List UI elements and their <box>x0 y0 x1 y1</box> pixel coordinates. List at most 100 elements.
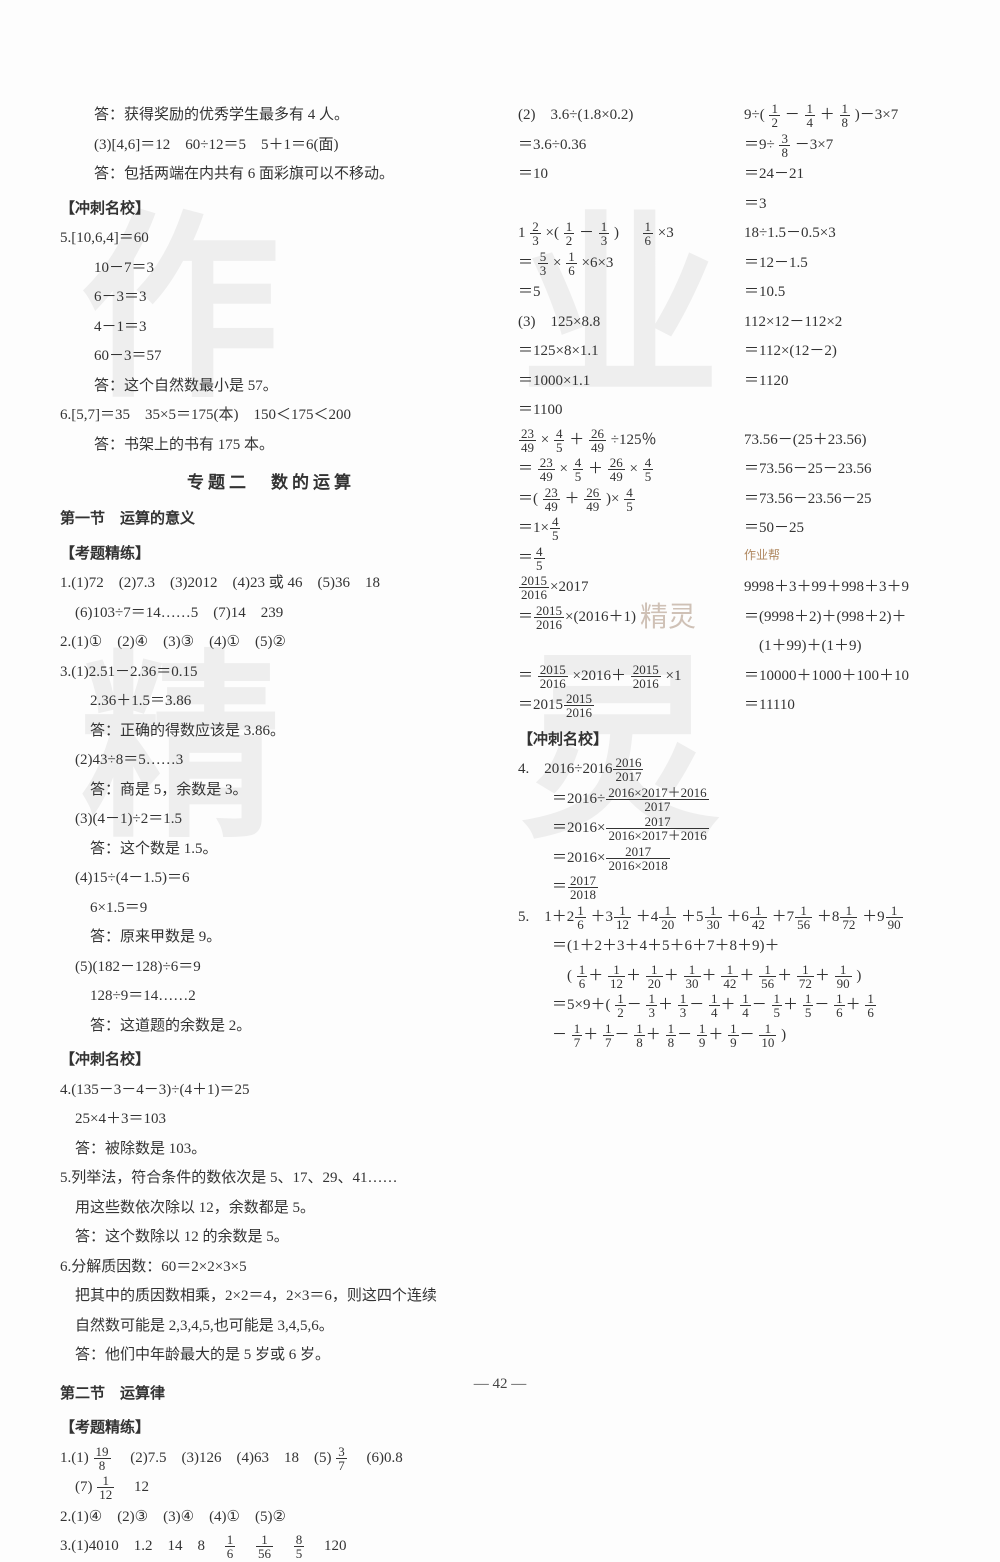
eq: ＝(1＋2＋3＋4＋5＋6＋7＋8＋9)＋ <box>518 932 940 961</box>
text-line: 答：商是 5，余数是 3。 <box>60 776 482 805</box>
text-line: 答：正确的得数应该是 3.86。 <box>60 717 482 746</box>
equation-row: ＝125×8×1.1 ＝112×(12－2) <box>518 337 940 366</box>
text-line: (3)[4,6]＝12 60÷12＝5 5＋1＝6(面) <box>60 131 482 160</box>
text-line: 2.36＋1.5＝3.86 <box>60 687 482 716</box>
text-line: 答：这个自然数最小是 57。 <box>60 372 482 401</box>
left-column: 答：获得奖励的优秀学生最多有 4 人。 (3)[4,6]＝12 60÷12＝5 … <box>60 100 482 1562</box>
equation-row: ＝ 20152016 ×2016＋ 20152016 ×1 ＝10000＋100… <box>518 662 940 691</box>
text-line: 2.(1)④ (2)③ (3)④ (4)① (5)② <box>60 1503 482 1532</box>
eq: ＝1100 <box>518 396 940 425</box>
text-line: 2.(1)① (2)④ (3)③ (4)① (5)② <box>60 628 482 657</box>
equation-row: ＝1000×1.1 ＝1120 <box>518 367 940 396</box>
fraction: 85 <box>294 1533 305 1560</box>
eq: － 17＋ 17－ 18＋ 18－ 19＋ 19－ 110 ) <box>518 1021 940 1050</box>
section-heading: 第一节 运算的意义 <box>60 505 482 534</box>
hint: 作业帮 <box>744 544 940 573</box>
eq: ＝20172018 <box>518 873 940 902</box>
section-heading: 【考题精练】 <box>60 540 482 569</box>
equation-row: ＝201520152016 ＝11110 <box>518 691 940 720</box>
eq: ＝5×9＋( 12－ 13＋ 13－ 14＋ 14－ 15＋ 15－ 16＋ 1… <box>518 991 940 1020</box>
eq: ＝20152016×(2016＋1) <box>518 603 714 632</box>
eq: (2) 3.6÷(1.8×0.2) <box>518 101 714 130</box>
txt: 3.(1)4010 1.2 14 8 <box>60 1538 220 1554</box>
eq: ( 16＋ 112＋ 120＋ 130＋ 142＋ 156＋ 172＋ 190 … <box>518 962 940 991</box>
equation-row: ＝( 2349 ＋ 2649 )× 45 ＝73.56－23.56－25 <box>518 485 940 514</box>
txt: 12 <box>119 1479 149 1495</box>
eq: 112×12－112×2 <box>744 308 940 337</box>
text-line: 10－7＝3 <box>60 254 482 283</box>
eq: ＝10000＋1000＋100＋10 <box>744 662 940 691</box>
eq: 9÷( 12 － 14 ＋ 18 )－3×7 <box>744 101 940 130</box>
text-line: 答：他们中年龄最大的是 5 岁或 6 岁。 <box>60 1341 482 1370</box>
fraction: 37 <box>336 1445 347 1472</box>
text-line: 25×4＋3＝103 <box>60 1105 482 1134</box>
eq: ＝(9998＋2)＋(998＋2)＋ <box>744 603 940 632</box>
equation-row: (2) 3.6÷(1.8×0.2) 9÷( 12 － 14 ＋ 18 )－3×7 <box>518 101 940 130</box>
eq: 20152016×2017 <box>518 573 714 602</box>
equation-row: (3) 125×8.8112×12－112×2 <box>518 308 940 337</box>
eq: ＝125×8×1.1 <box>518 337 714 366</box>
eq: ＝73.56－25－23.56 <box>744 455 940 484</box>
equation-row: ＝5 ＝10.5 <box>518 278 940 307</box>
text-line: 128÷9＝14……2 <box>60 982 482 1011</box>
eq: ＝2016×20172016×2018 <box>518 844 940 873</box>
text-line: 6.[5,7]＝35 35×5＝175(本) 150＜175＜200 <box>60 401 482 430</box>
text-line: 答：这个数除以 12 的余数是 5。 <box>60 1223 482 1252</box>
section-heading: 【考题精练】 <box>60 1414 482 1443</box>
text-line: 6.分解质因数：60＝2×2×3×5 <box>60 1253 482 1282</box>
txt: (2)7.5 (3)126 (4)63 18 (5) <box>115 1450 331 1466</box>
text-line: 答：这个数是 1.5。 <box>60 835 482 864</box>
eq: ＝50－25 <box>744 514 940 543</box>
section-heading: 【冲刺名校】 <box>60 1046 482 1075</box>
text-line: 5.列举法，符合条件的数依次是 5、17、29、41…… <box>60 1164 482 1193</box>
text-line: (5)(182－128)÷6＝9 <box>60 953 482 982</box>
eq: ＝ 2349 × 45 ＋ 2649 × 45 <box>518 455 714 484</box>
text-line: 3.(1)2.51－2.36＝0.15 <box>60 658 482 687</box>
eq: 18÷1.5－0.5×3 <box>744 219 940 248</box>
eq: (1＋99)＋(1＋9) <box>744 632 940 661</box>
eq: ＝10 <box>518 160 714 189</box>
two-column-layout: 答：获得奖励的优秀学生最多有 4 人。 (3)[4,6]＝12 60÷12＝5 … <box>60 100 940 1562</box>
eq: ＝10.5 <box>744 278 940 307</box>
eq: ＝24－21 <box>744 160 940 189</box>
text-line: 答：包括两端在内共有 6 面彩旗可以不移动。 <box>60 160 482 189</box>
text-line: 4.(135－3－4－3)÷(4＋1)＝25 <box>60 1076 482 1105</box>
text-line: 6－3＝3 <box>60 283 482 312</box>
eq: 5. 1＋216 ＋3112 ＋4120 ＋5130 ＋6142 ＋7156 ＋… <box>518 903 940 932</box>
eq: ＝3.6÷0.36 <box>518 131 714 160</box>
text-line: 自然数可能是 2,3,4,5,也可能是 3,4,5,6。 <box>60 1312 482 1341</box>
eq: ＝12－1.5 <box>744 249 940 278</box>
equation-row: ＝ 53 × 16 ×6×3 ＝12－1.5 <box>518 249 940 278</box>
equation-row: ＝45 作业帮 <box>518 544 940 573</box>
text-line: 3.(1)4010 1.2 14 8 16 156 85 120 <box>60 1532 482 1561</box>
eq: ＝1×45 <box>518 514 714 543</box>
text-line: 6×1.5＝9 <box>60 894 482 923</box>
text-line: (7) 112 12 <box>60 1473 482 1502</box>
right-column: (2) 3.6÷(1.8×0.2) 9÷( 12 － 14 ＋ 18 )－3×7… <box>518 100 940 1562</box>
eq: ＝1000×1.1 <box>518 367 714 396</box>
section-heading: 第二节 运算律 <box>60 1380 482 1409</box>
txt: (7) <box>60 1479 93 1495</box>
fraction: 156 <box>256 1533 273 1560</box>
eq: ＝112×(12－2) <box>744 337 940 366</box>
text-line: (4)15÷(4－1.5)＝6 <box>60 864 482 893</box>
eq: ＝5 <box>518 278 714 307</box>
text-line: 60－3＝57 <box>60 342 482 371</box>
fraction: 198 <box>94 1445 111 1472</box>
eq: 9998＋3＋99＋998＋3＋9 <box>744 573 940 602</box>
text-line: 4－1＝3 <box>60 313 482 342</box>
equation-row: 20152016×2017 9998＋3＋99＋998＋3＋9 <box>518 573 940 602</box>
eq: ＝ 53 × 16 ×6×3 <box>518 249 714 278</box>
eq: 73.56－(25＋23.56) <box>744 426 940 455</box>
text-line: 5.[10,6,4]＝60 <box>60 224 482 253</box>
text-line: 答：获得奖励的优秀学生最多有 4 人。 <box>60 101 482 130</box>
section-heading: 【冲刺名校】 <box>518 726 940 755</box>
eq: ＝1120 <box>744 367 940 396</box>
section-heading: 【冲刺名校】 <box>60 195 482 224</box>
eq: ＝11110 <box>744 691 940 720</box>
text-line: 答：被除数是 103。 <box>60 1135 482 1164</box>
text-line: 答：原来甲数是 9。 <box>60 923 482 952</box>
eq: ＝2016×20172016×2017＋2016 <box>518 814 940 843</box>
equation-row: ＝20152016×(2016＋1) ＝(9998＋2)＋(998＋2)＋ <box>518 603 940 632</box>
txt: 1.(1) <box>60 1450 89 1466</box>
